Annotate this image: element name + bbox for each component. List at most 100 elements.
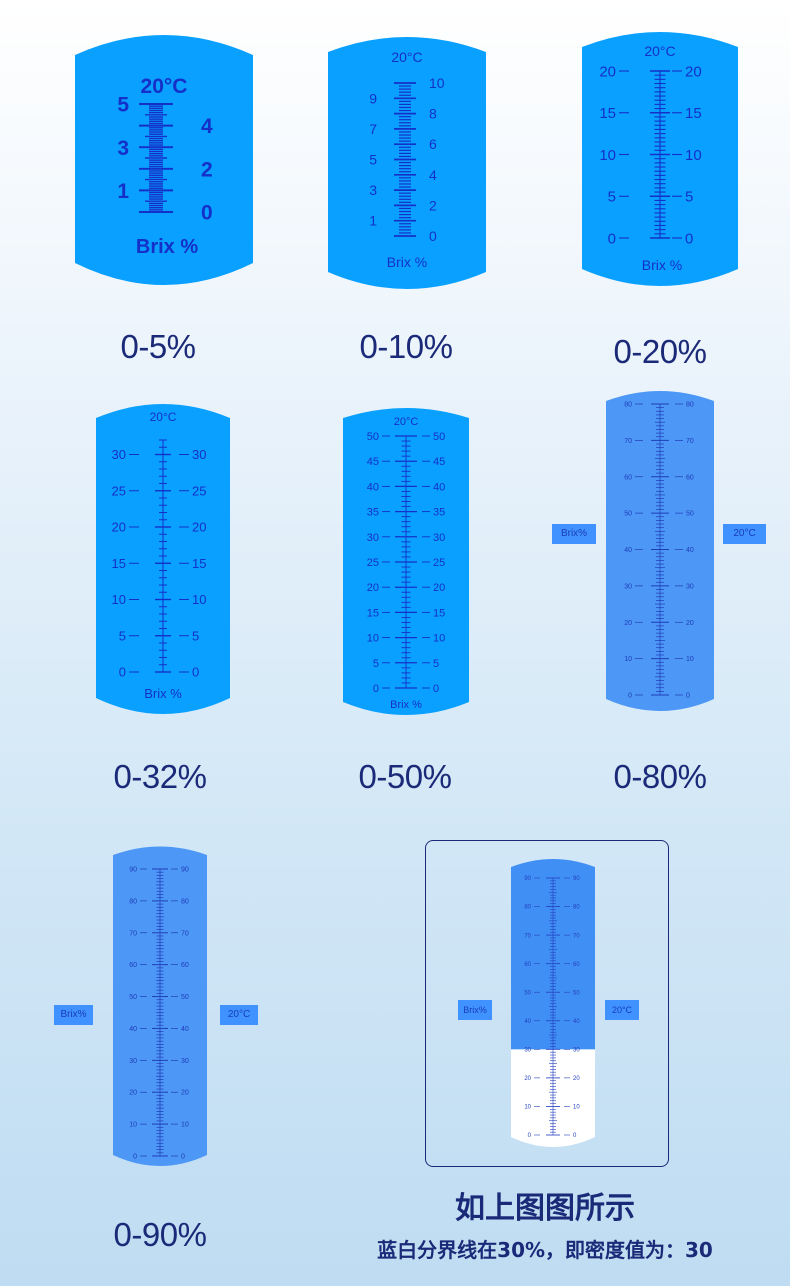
scale-tick-label: 10 <box>573 1105 580 1111</box>
range-caption-0-50: 0-50% <box>358 758 452 795</box>
scale-tick-label: 0 <box>573 1133 577 1139</box>
scale-tick-label: 20 <box>599 63 616 80</box>
scale-tick-label: 20 <box>433 582 445 594</box>
scale-tick-label: 30 <box>112 447 126 462</box>
side-label-brix: Brix% <box>458 1000 492 1020</box>
temperature-label: 20°C <box>394 416 419 428</box>
temperature-label: 20°C <box>644 43 675 59</box>
range-caption-0-10: 0-10% <box>359 328 453 365</box>
scale-tick-label: 0 <box>133 1154 137 1161</box>
scale-tick-label: 40 <box>433 481 445 493</box>
scale-tick-label: 30 <box>192 447 206 462</box>
scale-tick-label: 7 <box>369 121 377 137</box>
scale-tick-label: 5 <box>685 189 693 206</box>
scale-tick-label: 15 <box>367 607 379 619</box>
scale-tick-label: 45 <box>433 456 445 468</box>
scale-tick-label: 4 <box>201 115 213 138</box>
temperature-label: 20°C <box>150 410 177 424</box>
example-frame <box>425 840 669 1167</box>
example-subtitle: 蓝白分界线在30%，即密度值为：30 <box>377 1238 713 1262</box>
scale-tick-label: 5 <box>433 658 439 670</box>
scale-tick-label: 20 <box>685 63 702 80</box>
scale-tick-label: 40 <box>624 547 632 554</box>
scale-tick-label: 20 <box>573 1076 580 1082</box>
scale-tick-label: 0 <box>429 228 437 244</box>
brix-unit-label: Brix % <box>642 257 682 273</box>
scale-tick-label: 2 <box>429 197 437 213</box>
scale-tick-label: 50 <box>433 431 445 443</box>
scale-tick-label: 1 <box>117 180 129 203</box>
scale-tick-label: 10 <box>686 656 694 663</box>
range-caption-0-32: 0-32% <box>113 758 207 795</box>
scale-tick-label: 40 <box>367 481 379 493</box>
scale-tick-label: 80 <box>524 905 531 911</box>
refractometer-view-0-50: 0 5 10 15 20 25 30 35 40 45 50 0 5 10 15 20 25 30 35 40 45 50… <box>343 408 469 715</box>
scale-tick-label: 90 <box>573 876 580 882</box>
scale-tick-label: 50 <box>367 431 379 443</box>
scale-tick-label: 5 <box>373 658 379 670</box>
temperature-label: 20°C <box>391 49 422 65</box>
scale-tick-label: 50 <box>129 994 137 1001</box>
scale-tick-label: 70 <box>573 933 580 939</box>
scale-tick-label: 0 <box>119 665 126 680</box>
scale-tick-label: 10 <box>624 656 632 663</box>
scale-tick-label: 60 <box>524 962 531 968</box>
scale-tick-label: 0 <box>528 1133 532 1139</box>
scale-tick-label: 50 <box>573 990 580 996</box>
scale-tick-label: 70 <box>129 930 137 937</box>
scale-tick-label: 70 <box>624 438 632 445</box>
scale-tick-label: 5 <box>117 94 129 117</box>
scale-tick-label: 50 <box>524 990 531 996</box>
scale-tick-label: 60 <box>686 474 694 481</box>
scale-tick-label: 0 <box>181 1154 185 1161</box>
scale-tick-label: 15 <box>599 105 616 122</box>
side-label-temperature: 20°C <box>605 1000 639 1020</box>
scale-tick-label: 25 <box>192 483 206 498</box>
scale-tick-label: 6 <box>429 136 437 152</box>
scale-tick-label: 45 <box>367 456 379 468</box>
scale-tick-label: 0 <box>201 202 213 225</box>
scale-tick-label: 0 <box>608 230 616 247</box>
scale-tick-label: 1 <box>369 213 377 229</box>
scale-tick-label: 10 <box>192 592 206 607</box>
scale-tick-label: 20 <box>624 620 632 627</box>
scale-tick-label: 50 <box>624 511 632 518</box>
scale-tick-label: 25 <box>433 557 445 569</box>
scale-tick-label: 40 <box>129 1026 137 1033</box>
scale-tick-label: 60 <box>624 474 632 481</box>
scale-tick-label: 0 <box>686 693 690 700</box>
scale-tick-label: 60 <box>181 962 189 969</box>
refractometer-view-0-20: 0 5 10 15 20 0 5 10 15 20 20°C Brix % <box>582 32 738 286</box>
scale-tick-label: 3 <box>117 137 129 160</box>
scale-tick-label: 10 <box>112 592 126 607</box>
range-caption-0-80: 0-80% <box>613 758 707 795</box>
scale-tick-label: 15 <box>685 105 702 122</box>
scale-tick-label: 30 <box>433 532 445 544</box>
scale-tick-label: 70 <box>524 933 531 939</box>
scale-tick-label: 40 <box>524 1019 531 1025</box>
range-caption-0-5: 0-5% <box>120 328 196 365</box>
scale-tick-label: 10 <box>524 1105 531 1111</box>
scale-tick-label: 0 <box>685 230 693 247</box>
brix-unit-label: Brix % <box>136 236 198 258</box>
scale-tick-label: 30 <box>129 1058 137 1065</box>
scale-tick-label: 20 <box>129 1090 137 1097</box>
scale-tick-label: 80 <box>686 402 694 409</box>
scale-tick-label: 30 <box>524 1047 531 1053</box>
scale-tick-label: 60 <box>573 962 580 968</box>
refractometer-view-0-32: 0 5 10 15 20 25 30 0 5 10 15 20 25 30 20°C Brix % <box>96 404 230 714</box>
scale-tick-label: 5 <box>192 628 199 643</box>
refractometer-view-0-10: 1 3 5 7 9 0 2 4 6 8 10 20°C Brix % <box>328 37 486 289</box>
scale-tick-label: 25 <box>112 483 126 498</box>
scale-tick-label: 50 <box>181 994 189 1001</box>
scale-tick-label: 0 <box>433 683 439 695</box>
scale-tick-label: 15 <box>112 556 126 571</box>
scale-tick-label: 10 <box>367 633 379 645</box>
scale-tick-label: 5 <box>369 152 377 168</box>
scale-tick-label: 20 <box>524 1076 531 1082</box>
refractometer-example-view: 0 10 20 30 40 50 60 70 80 90 0 10 20 30 40 50 60 70 80 90 <box>511 859 595 1147</box>
scale-tick-label: 70 <box>181 930 189 937</box>
scale-tick-label: 35 <box>433 507 445 519</box>
scale-tick-label: 2 <box>201 158 213 181</box>
scale-tick-label: 20 <box>192 520 206 535</box>
